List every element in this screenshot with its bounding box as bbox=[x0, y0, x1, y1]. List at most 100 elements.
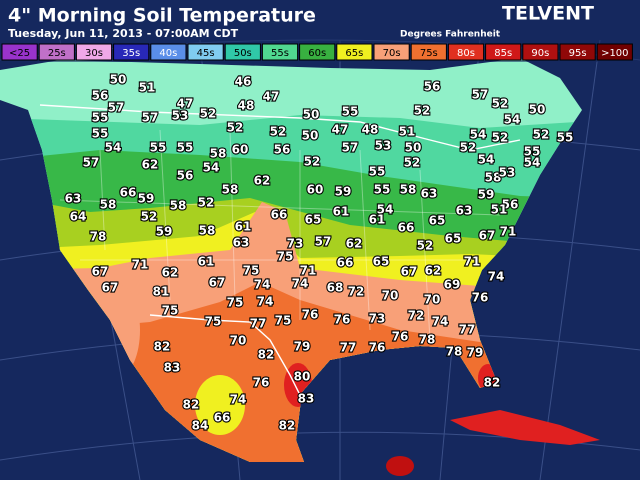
legend-label: 65s bbox=[345, 48, 363, 59]
station-value: 53 bbox=[375, 139, 392, 153]
station-value: 62 bbox=[346, 237, 363, 251]
legend-swatch bbox=[150, 43, 187, 61]
station-value: 82 bbox=[484, 376, 501, 390]
legend-label: 80s bbox=[457, 48, 475, 59]
station-value: 55 bbox=[557, 131, 574, 145]
station-value: 76 bbox=[392, 330, 409, 344]
station-value: 52 bbox=[304, 155, 321, 169]
subtitle: Tuesday, Jun 11, 2013 - 07:00AM CDT bbox=[8, 27, 239, 40]
station-value: 52 bbox=[460, 141, 477, 155]
station-value: 74 bbox=[230, 393, 247, 407]
legend-label: 75s bbox=[420, 48, 438, 59]
station-value: 78 bbox=[90, 230, 107, 244]
legend: <25 25s 30s 35s 40s 45s 50s 55s 60s 65s 70s 75s 80s 8… bbox=[1, 43, 633, 61]
station-value: 78 bbox=[419, 333, 436, 347]
station-value: 77 bbox=[459, 323, 476, 337]
legend-label: 50s bbox=[234, 48, 252, 59]
yucatan bbox=[386, 456, 414, 476]
station-value: 58 bbox=[400, 183, 417, 197]
station-value: 83 bbox=[298, 392, 315, 406]
station-value: 55 bbox=[177, 141, 194, 155]
station-value: 57 bbox=[472, 88, 489, 102]
legend-swatch bbox=[75, 43, 113, 61]
legend-swatch bbox=[410, 43, 447, 61]
station-value: 73 bbox=[369, 312, 386, 326]
station-value: 71 bbox=[464, 255, 481, 269]
station-value: 57 bbox=[108, 101, 125, 115]
station-value: 53 bbox=[499, 166, 516, 180]
station-value: 56 bbox=[177, 169, 194, 183]
legend-swatch bbox=[299, 43, 336, 61]
station-value: 54 bbox=[504, 113, 521, 127]
station-value: 54 bbox=[478, 153, 495, 167]
station-value: 66 bbox=[214, 411, 231, 425]
station-value: 75 bbox=[227, 296, 244, 310]
station-value: 58 bbox=[170, 199, 187, 213]
station-value: 52 bbox=[533, 128, 550, 142]
station-value: 56 bbox=[274, 143, 291, 157]
station-value: 52 bbox=[492, 97, 509, 111]
legend-label: 30s bbox=[85, 48, 103, 59]
station-value: 73 bbox=[287, 237, 304, 251]
legend-swatch bbox=[187, 43, 224, 61]
station-value: 56 bbox=[424, 80, 441, 94]
station-value: 57 bbox=[315, 235, 332, 249]
station-value: 50 bbox=[303, 108, 320, 122]
station-value: 66 bbox=[337, 256, 354, 270]
station-value: 70 bbox=[230, 334, 247, 348]
station-value: 62 bbox=[425, 264, 442, 278]
station-value: 54 bbox=[524, 156, 541, 170]
station-value: 72 bbox=[348, 285, 365, 299]
station-value: 69 bbox=[444, 278, 461, 292]
station-value: 56 bbox=[502, 198, 519, 212]
station-value: 61 bbox=[333, 205, 350, 219]
station-value: 63 bbox=[456, 204, 473, 218]
station-value: 57 bbox=[142, 111, 159, 125]
legend-label: 85s bbox=[494, 48, 512, 59]
brand: TELVENT bbox=[502, 3, 594, 25]
legend-swatch bbox=[596, 43, 633, 61]
station-value: 60 bbox=[307, 183, 324, 197]
legend-swatch bbox=[373, 43, 410, 61]
legend-label: 55s bbox=[271, 48, 289, 59]
station-value: 70 bbox=[424, 293, 441, 307]
station-value: 60 bbox=[232, 143, 249, 157]
units: Degrees Fahrenheit bbox=[400, 30, 501, 40]
legend-swatch bbox=[485, 43, 522, 61]
station-value: 75 bbox=[275, 314, 292, 328]
legend-label: <25 bbox=[9, 48, 30, 59]
station-value: 59 bbox=[138, 192, 155, 206]
station-value: 79 bbox=[294, 340, 311, 354]
station-value: 59 bbox=[335, 185, 352, 199]
station-value: 72 bbox=[408, 309, 425, 323]
legend-label: 70s bbox=[383, 48, 401, 59]
station-value: 52 bbox=[270, 125, 287, 139]
station-value: 67 bbox=[209, 276, 226, 290]
station-value: 64 bbox=[70, 210, 87, 224]
station-value: 76 bbox=[369, 341, 386, 355]
station-value: 55 bbox=[150, 141, 167, 155]
station-value: 55 bbox=[374, 183, 391, 197]
station-value: 77 bbox=[340, 341, 357, 355]
station-value: 46 bbox=[235, 75, 252, 89]
station-value: 55 bbox=[369, 165, 386, 179]
station-value: 52 bbox=[200, 107, 217, 121]
station-value: 52 bbox=[141, 210, 158, 224]
station-value: 74 bbox=[292, 277, 309, 291]
legend-swatch bbox=[336, 43, 373, 61]
legend-label: 45s bbox=[197, 48, 215, 59]
legend-swatch bbox=[113, 43, 150, 61]
station-value: 65 bbox=[373, 255, 390, 269]
station-value: 51 bbox=[491, 203, 508, 217]
station-value: 66 bbox=[271, 208, 288, 222]
state-lines bbox=[59, 129, 501, 341]
station-value: 82 bbox=[258, 348, 275, 362]
station-value: 67 bbox=[92, 265, 109, 279]
legend-swatch bbox=[261, 43, 299, 61]
station-value: 70 bbox=[382, 289, 399, 303]
station-value: 63 bbox=[421, 187, 438, 201]
legend-swatch bbox=[1, 43, 38, 61]
station-value: 47 bbox=[263, 90, 280, 104]
